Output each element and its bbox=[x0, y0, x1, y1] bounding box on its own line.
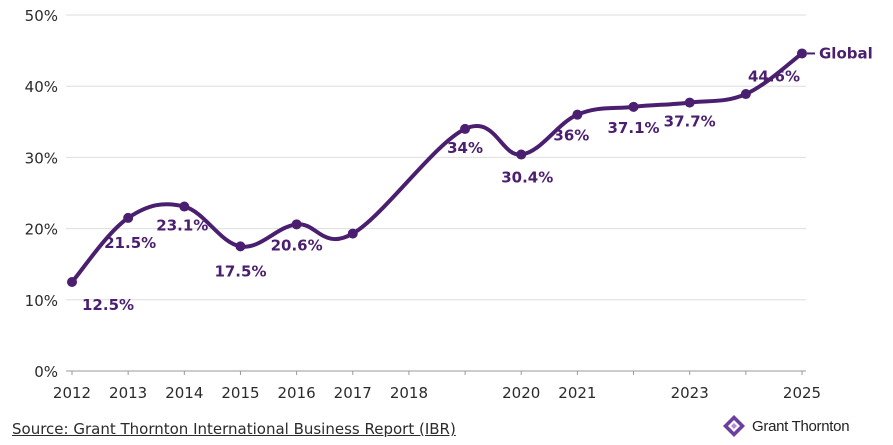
data-label: 23.1% bbox=[156, 217, 208, 235]
data-point bbox=[460, 123, 471, 134]
x-tick-label: 2025 bbox=[783, 384, 821, 402]
data-label: 34% bbox=[447, 139, 483, 157]
data-point bbox=[572, 109, 583, 120]
data-label: 20.6% bbox=[271, 236, 323, 254]
grant-thornton-logo-icon bbox=[723, 415, 745, 437]
data-point bbox=[797, 48, 807, 59]
data-point bbox=[740, 89, 751, 100]
data-label: 36% bbox=[553, 127, 589, 145]
data-label: 12.5% bbox=[82, 296, 134, 314]
x-tick-label: 2013 bbox=[109, 384, 147, 402]
data-label: 37.7% bbox=[664, 113, 716, 131]
data-label: 37.1% bbox=[608, 119, 660, 137]
data-point bbox=[684, 97, 695, 108]
source-note[interactable]: Source: Grant Thornton International Bus… bbox=[12, 420, 456, 438]
data-point bbox=[516, 149, 527, 160]
y-tick-label: 50% bbox=[25, 7, 58, 25]
x-tick-label: 2016 bbox=[278, 384, 316, 402]
x-tick-label: 2012 bbox=[53, 384, 91, 402]
data-label: 21.5% bbox=[104, 234, 156, 252]
series-line bbox=[70, 51, 804, 284]
series-name-label: Global bbox=[819, 44, 873, 62]
data-point bbox=[347, 228, 358, 239]
data-point bbox=[235, 241, 246, 252]
x-tick-label: 2015 bbox=[221, 384, 259, 402]
data-point bbox=[179, 201, 190, 212]
x-tick-label: 2017 bbox=[334, 384, 372, 402]
data-point bbox=[123, 212, 134, 223]
brand-name: Grant Thornton bbox=[752, 417, 850, 435]
y-tick-label: 40% bbox=[25, 78, 58, 96]
x-tick-label: 2020 bbox=[502, 384, 540, 402]
data-point bbox=[67, 277, 77, 287]
y-tick-label: 20% bbox=[25, 221, 58, 239]
brand-logo: Grant Thornton bbox=[722, 414, 850, 438]
data-point bbox=[628, 101, 639, 112]
data-label: 30.4% bbox=[501, 169, 553, 187]
y-tick-label: 0% bbox=[34, 363, 58, 381]
data-label: 44.6% bbox=[748, 67, 800, 85]
data-point bbox=[291, 219, 302, 230]
y-tick-label: 30% bbox=[25, 149, 58, 167]
data-label: 17.5% bbox=[214, 262, 266, 280]
x-tick-label: 2014 bbox=[165, 384, 203, 402]
x-tick-label: 2018 bbox=[390, 384, 428, 402]
x-tick-label: 2023 bbox=[671, 384, 709, 402]
y-tick-label: 10% bbox=[25, 292, 58, 310]
x-tick-label: 2021 bbox=[558, 384, 596, 402]
